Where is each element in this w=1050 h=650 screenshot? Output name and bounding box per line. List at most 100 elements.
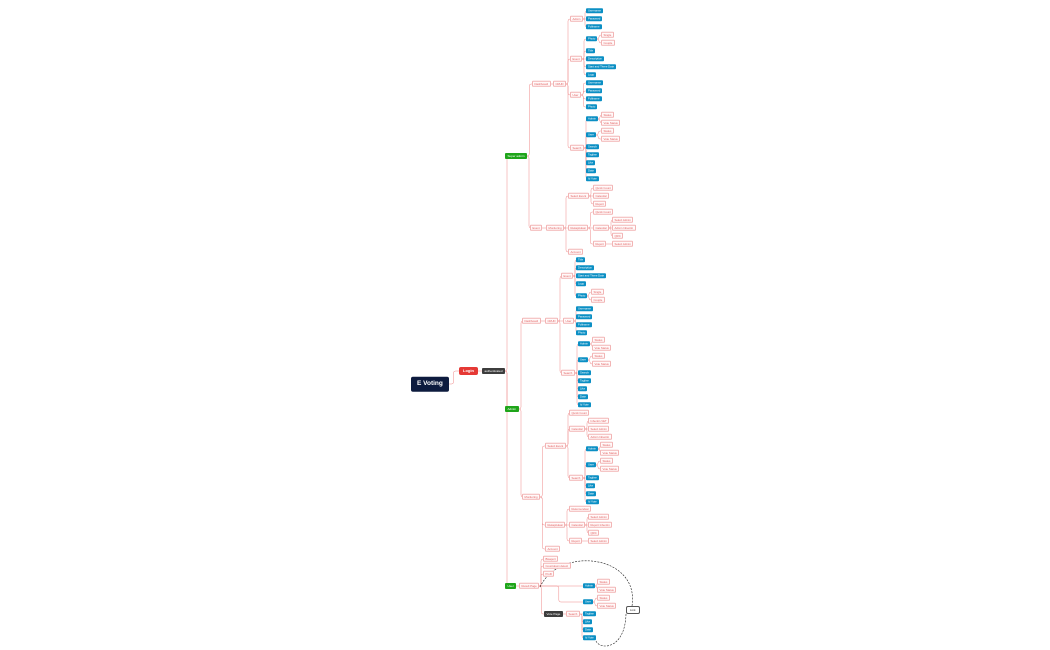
node-sa-event-logo[interactable]: Logo — [586, 72, 597, 78]
node-sa-dashboard[interactable]: Dashboard — [532, 80, 551, 88]
node-sa-event[interactable]: Event — [570, 55, 583, 63]
node-ad-photo-single[interactable]: Single — [591, 288, 604, 296]
node-sa-se-calendar[interactable]: Calendar — [593, 192, 610, 200]
node-sa-search-search[interactable]: Search — [586, 144, 599, 150]
node-vp-id-vote[interactable]: Id Vote — [583, 635, 596, 641]
node-ad-se-cal-inbentin-vet[interactable]: Inbentin VET — [588, 417, 610, 425]
node-user-bisaport[interactable]: Bisaport — [543, 555, 559, 563]
node-sa-search-tagline[interactable]: Tagline — [586, 152, 599, 158]
node-ad-event[interactable]: Event — [561, 272, 574, 280]
node-vp-like[interactable]: Like — [583, 619, 593, 625]
node-sa-admin-password[interactable]: Password — [586, 16, 603, 22]
node-sa-search-user[interactable]: User — [586, 132, 596, 138]
node-ad-se-search-user[interactable]: User — [586, 462, 596, 468]
node-sa-account[interactable]: Account — [568, 248, 584, 256]
node-ad-event-logo[interactable]: Logo — [576, 281, 587, 287]
node-ad-search-admin-vote-status[interactable]: Vote Status — [592, 344, 612, 352]
node-ad-se-id-vote[interactable]: Id Vote — [586, 499, 599, 505]
node-sa-rk-cal-admin-inbentin[interactable]: Admin Inbentin — [612, 224, 636, 232]
node-ad-se-admin-vote-status[interactable]: Vote Status — [600, 449, 620, 457]
node-ad-rk-report-select-admin[interactable]: Select Admin — [588, 537, 610, 545]
node-ad-rk-cal-report-inbentin[interactable]: Report Inbentin — [588, 521, 613, 529]
node-ad-user[interactable]: User — [563, 317, 574, 325]
node-ad-search-search[interactable]: Search — [578, 370, 591, 376]
node-ad-monitoring[interactable]: Monitoring — [522, 493, 541, 501]
node-ad-select-event[interactable]: Select Event — [545, 442, 566, 450]
node-vp-date[interactable]: Date — [583, 627, 593, 633]
node-sa-admin-fullname[interactable]: Fullname — [586, 24, 602, 30]
node-ad-event-photo[interactable]: Photo — [576, 293, 588, 299]
node-sa-search-like[interactable]: Like — [586, 160, 596, 166]
node-ad-rk-report[interactable]: Report — [569, 537, 583, 545]
node-rp-user-status[interactable]: Status — [597, 594, 610, 602]
node-authenticated[interactable]: authenticated — [482, 368, 506, 374]
node-ad-se-cal-select-admin[interactable]: Select Admin — [588, 425, 610, 433]
node-sa-user-photo[interactable]: Photo — [586, 104, 598, 110]
node-root[interactable]: E Voting — [411, 376, 449, 392]
node-sa-event-photo[interactable]: Photo — [586, 36, 598, 42]
node-rp-admin-status[interactable]: Status — [597, 578, 610, 586]
node-ad-search-admin[interactable]: Admin — [578, 341, 590, 347]
node-sa-search-id-vote[interactable]: Id Vote — [586, 176, 599, 182]
node-ad-se-like[interactable]: Like — [586, 483, 596, 489]
node-sa-rk-cal-select-admin[interactable]: Select Admin — [612, 216, 634, 224]
node-sa-user[interactable]: User — [570, 91, 581, 99]
node-ad-search-like[interactable]: Like — [578, 386, 588, 392]
node-sa-photo-couple[interactable]: Couple — [601, 39, 615, 47]
node-vp-search[interactable]: Search — [566, 610, 580, 618]
node-sa-rk-cal-qrc[interactable]: QRC — [612, 232, 624, 240]
node-ad-se-search[interactable]: Search — [569, 474, 583, 482]
node-ad-rk-cal-qrc[interactable]: QRC — [588, 529, 600, 537]
node-ad-search-tagline[interactable]: Tagline — [578, 378, 591, 384]
node-sa-rk-quick-count[interactable]: Quick Count — [593, 208, 614, 216]
node-sa-event-description[interactable]: Description — [586, 56, 604, 62]
node-user-profil[interactable]: Profil — [543, 570, 555, 578]
node-ad-rk-rekomendasi[interactable]: Rekomendasi — [569, 505, 592, 513]
node-ad-se-search-admin[interactable]: Admin — [586, 446, 598, 452]
node-ad-se-cal-admin-inbentin[interactable]: Admin Inbentin — [588, 433, 612, 441]
node-sa-photo-single[interactable]: Single — [601, 31, 614, 39]
node-ad-event-title[interactable]: Title — [576, 257, 586, 263]
node-sa-se-report[interactable]: Report — [593, 200, 607, 208]
node-ad-se-quick-count[interactable]: Quick Count — [569, 409, 590, 417]
node-sa-se-quick-count[interactable]: Quick Count — [593, 184, 614, 192]
node-ad-search-user[interactable]: User — [578, 357, 588, 363]
node-ad-rk-cal-select-admin[interactable]: Select Admin — [588, 513, 610, 521]
node-user-countdown[interactable]: Countdown detect — [543, 562, 571, 570]
node-ad-search-id-vote[interactable]: Id Vote — [578, 402, 591, 408]
node-admin[interactable]: Admin — [505, 406, 519, 412]
node-ad-se-user-status[interactable]: Status — [600, 457, 613, 465]
node-vote-page[interactable]: Vote Page — [544, 611, 563, 617]
node-sa-event-dates[interactable]: Start and Three Date — [586, 64, 617, 70]
node-ad-account[interactable]: Account — [545, 545, 561, 553]
node-rp-admin-vote-status[interactable]: Vote Status — [597, 586, 617, 594]
node-sa-event-section[interactable]: Event — [530, 224, 543, 232]
node-sa-select-event[interactable]: Select Event — [568, 192, 589, 200]
node-ad-search-user-vote-status[interactable]: Vote Status — [592, 360, 612, 368]
node-sa-event-title[interactable]: Title — [586, 48, 596, 54]
node-ad-event-dates[interactable]: Start and Three Date — [576, 273, 607, 279]
node-ad-user-fullname[interactable]: Fullname — [576, 322, 592, 328]
node-ad-user-password[interactable]: Password — [576, 314, 593, 320]
node-ad-search[interactable]: Search — [561, 369, 575, 377]
node-sa-rk-calendar[interactable]: Calendar — [593, 224, 610, 232]
node-sa-user-username[interactable]: Username — [586, 80, 603, 86]
node-ad-event-description[interactable]: Description — [576, 265, 594, 271]
node-rp-user-vote-status[interactable]: Vote Status — [597, 602, 617, 610]
node-ad-user-photo[interactable]: Photo — [576, 330, 588, 336]
node-note-link[interactable]: Link — [626, 606, 640, 614]
node-ad-se-date[interactable]: Date — [586, 491, 596, 497]
node-sa-search-user-vote-status[interactable]: Vote Status — [601, 135, 621, 143]
node-vp-tagline[interactable]: Tagline — [583, 611, 596, 617]
node-sa-search-admin-status[interactable]: Status — [601, 111, 614, 119]
node-ad-photo-couple[interactable]: Couple — [591, 296, 605, 304]
node-ad-se-user-vote-status[interactable]: Vote Status — [600, 465, 620, 473]
node-super-admin[interactable]: Super admin — [505, 153, 528, 159]
node-rp-admin[interactable]: Admin — [583, 583, 595, 589]
node-sa-user-fullname[interactable]: Fullname — [586, 96, 602, 102]
node-ad-se-calendar[interactable]: Calendar — [569, 425, 586, 433]
node-ad-se-admin-status[interactable]: Status — [600, 441, 613, 449]
node-ad-crud[interactable]: CRUD — [545, 317, 559, 325]
node-sa-crud[interactable]: CRUD — [553, 80, 567, 88]
node-sa-search-admin-vote-status[interactable]: Vote Status — [601, 119, 621, 127]
